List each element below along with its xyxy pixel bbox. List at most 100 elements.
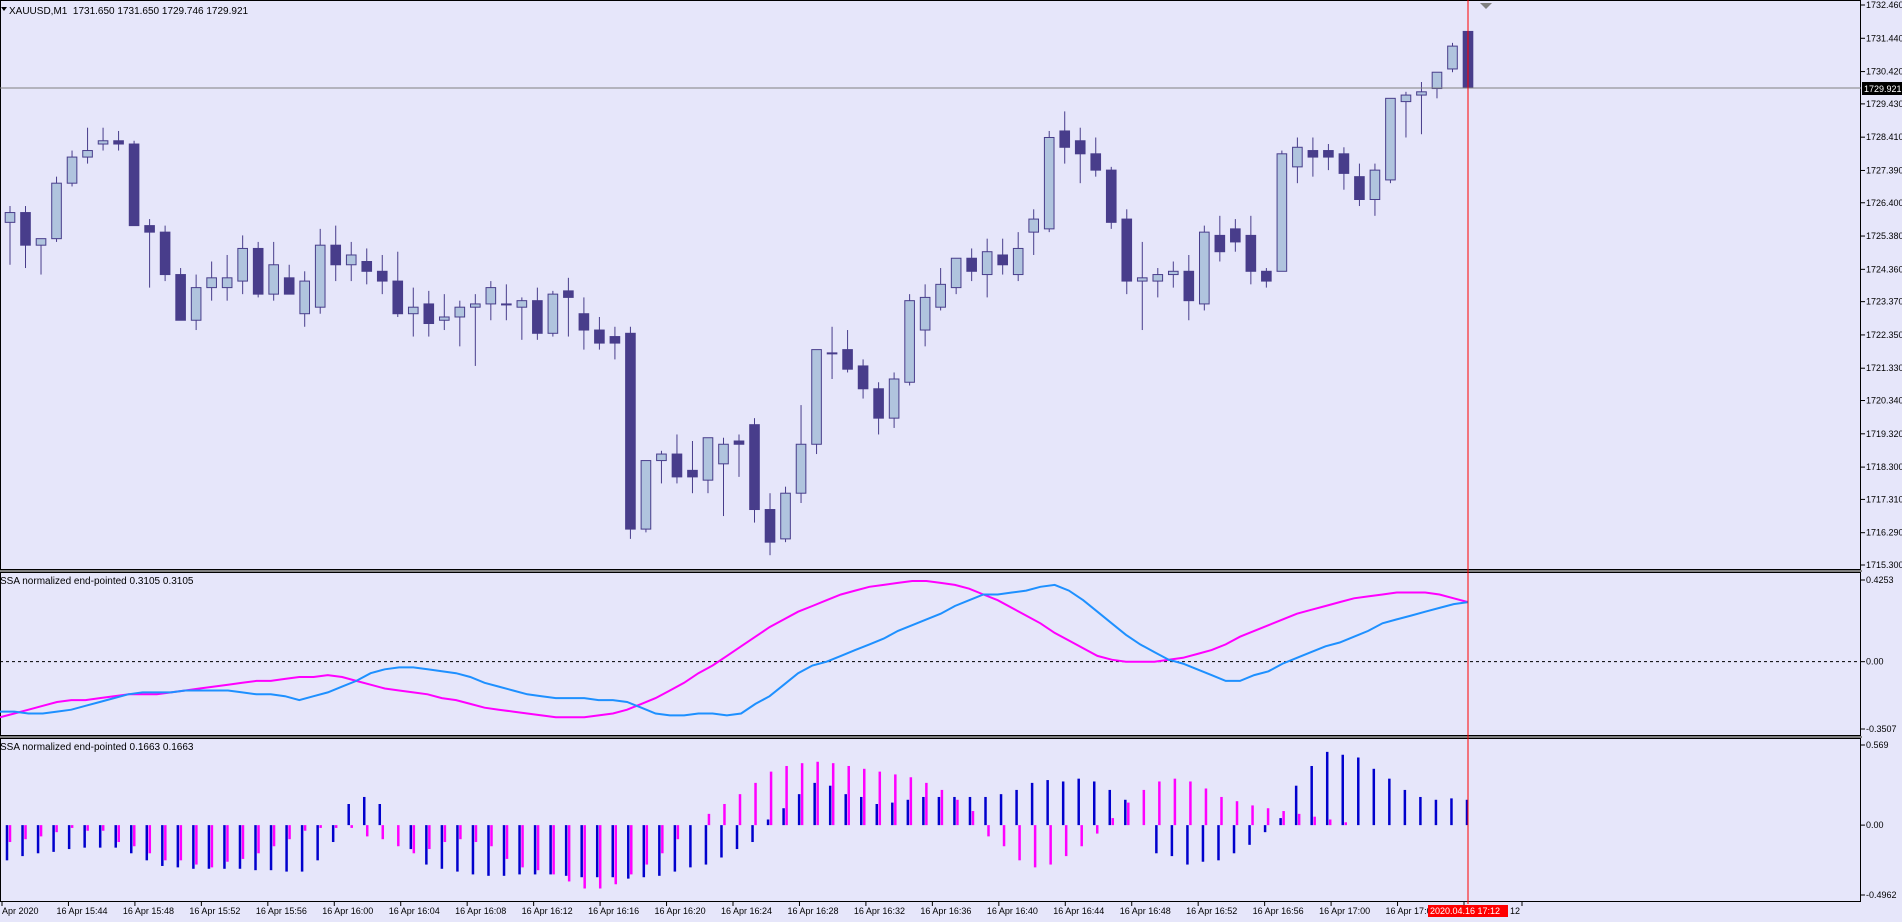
candle-body	[454, 306, 466, 318]
candle-body	[485, 287, 497, 305]
candle-body	[718, 443, 729, 465]
time-tick-label: 16 Apr 15:52	[189, 906, 240, 916]
time-tick-label: 16 Apr 17:04	[1386, 906, 1437, 916]
candle-body	[1059, 130, 1071, 148]
candle-body	[51, 182, 62, 240]
candle	[268, 241, 279, 301]
oscillator-tick-label: -0.3507	[1866, 724, 1897, 734]
cyan-series-line	[0, 583, 1469, 717]
candle	[283, 264, 295, 295]
candle-body	[1090, 153, 1102, 171]
candle-body	[501, 303, 512, 306]
candle	[780, 486, 791, 543]
histogram-tick-label: -0.4962	[1866, 890, 1897, 900]
price-tick-label: 1730.420	[1866, 67, 1902, 77]
candle	[671, 434, 683, 484]
candle	[345, 241, 357, 282]
candle	[1059, 111, 1071, 164]
candle-body	[1292, 146, 1303, 168]
chart-shift-marker-icon[interactable]	[1480, 3, 1492, 9]
candle	[237, 235, 248, 295]
oscillator-header: SSA normalized end-pointed 0.3105 0.3105	[0, 576, 194, 587]
candle-body	[299, 280, 311, 315]
oscillator-tick-label: 0.4253	[1866, 575, 1894, 585]
candle	[423, 290, 435, 337]
candle-body	[981, 251, 993, 276]
time-tick-label: 16 Apr 15:56	[256, 906, 307, 916]
candle	[314, 228, 326, 314]
candle-body	[1369, 169, 1381, 200]
candle	[904, 294, 915, 386]
price-tick-label: 1732.460	[1866, 0, 1902, 10]
time-tick-label: 16 Apr 16:00	[322, 906, 373, 916]
candle-body	[407, 306, 419, 315]
candle	[206, 261, 217, 301]
candle	[407, 287, 419, 337]
candle	[1090, 137, 1102, 177]
candle-body	[625, 332, 636, 530]
candle-body	[997, 254, 1008, 266]
candle-body	[268, 264, 279, 295]
candle	[1416, 82, 1427, 135]
symbol-header: XAUUSD,M1 1731.650 1731.650 1729.746 172…	[9, 6, 249, 17]
candle-body	[935, 283, 946, 308]
candle	[470, 294, 481, 366]
candle	[190, 274, 202, 331]
price-tick-label: 1723.370	[1866, 297, 1902, 307]
candle-body	[1105, 169, 1117, 223]
candle-body	[826, 352, 838, 355]
oscillator-lines	[0, 580, 1861, 719]
candle	[1431, 71, 1443, 99]
histogram-panel[interactable]	[0, 738, 1861, 902]
candle-body	[144, 225, 155, 233]
candle	[1214, 215, 1226, 262]
dropdown-arrow-icon[interactable]	[1, 7, 7, 11]
price-panel[interactable]	[0, 0, 1861, 570]
candle	[1167, 261, 1179, 288]
candle	[438, 294, 450, 331]
time-tick-label: 16 Apr 16:32	[854, 906, 905, 916]
price-tick-label: 1726.400	[1866, 198, 1902, 208]
candle-body	[1074, 140, 1086, 155]
candle	[97, 127, 109, 151]
candle	[640, 460, 652, 533]
candle-body	[1447, 45, 1458, 70]
candle-body	[82, 150, 93, 158]
candle-body	[563, 290, 574, 298]
histogram-header: SSA normalized end-pointed 0.1663 0.1663	[0, 742, 194, 753]
candle	[1230, 219, 1241, 252]
time-tick-label: 16 Apr 16:36	[920, 906, 971, 916]
candle-body	[314, 244, 326, 308]
candle-body	[733, 440, 745, 445]
price-tick-label: 1725.380	[1866, 231, 1902, 241]
candle-body	[361, 261, 373, 272]
candle	[1292, 137, 1303, 184]
cursor-time-label: 2020.04.16 17:12	[1430, 906, 1500, 916]
candle-body	[780, 492, 791, 540]
candle	[113, 130, 124, 151]
candle	[128, 140, 140, 227]
candle	[330, 225, 342, 282]
candle	[221, 254, 233, 301]
histogram-bars	[5, 751, 1469, 889]
candle	[392, 251, 404, 317]
candle-body	[1043, 136, 1055, 230]
candle-body	[438, 316, 450, 321]
candle-body	[532, 300, 543, 334]
price-tick-label: 1718.300	[1866, 462, 1902, 472]
time-tick-label: 16 Apr 16:28	[787, 906, 838, 916]
candle-body	[1183, 270, 1195, 302]
candle-body	[221, 277, 233, 289]
candle	[516, 297, 528, 340]
candle-body	[795, 443, 807, 494]
oscillator-panel[interactable]	[0, 572, 1861, 736]
time-tick-label: 16 Apr 15:48	[123, 906, 174, 916]
candle-body	[671, 453, 683, 478]
candle-body	[1167, 270, 1179, 276]
candle-body	[470, 303, 481, 308]
candle-body	[190, 287, 202, 321]
candle	[1012, 232, 1024, 282]
candle	[361, 248, 373, 285]
